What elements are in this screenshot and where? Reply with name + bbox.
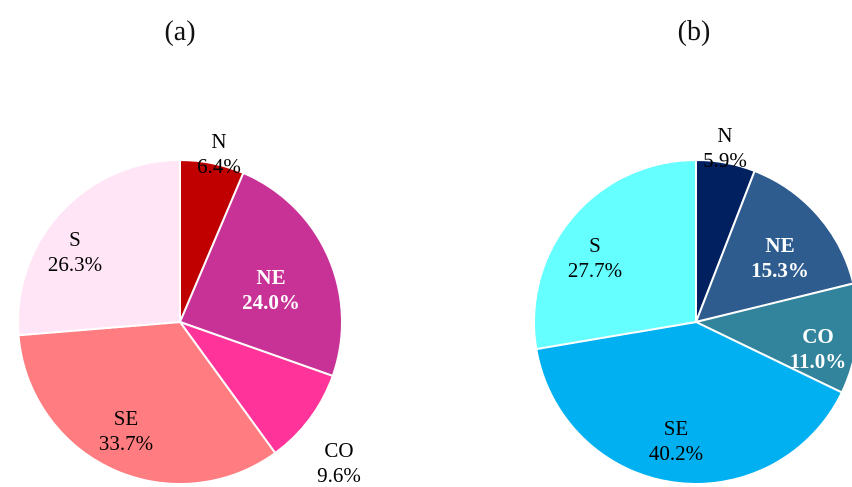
pie-b-label-s-name: S xyxy=(589,233,601,257)
pie-b-label-s: S 27.7% xyxy=(568,233,622,282)
pie-a-label-s-name: S xyxy=(69,227,81,251)
pie-b-label-n-name: N xyxy=(717,123,732,147)
pie-b-slice-ne xyxy=(694,169,852,324)
pie-a-label-ne-value: 24.0% xyxy=(242,290,300,314)
pie-b-slice-se xyxy=(535,320,844,485)
pie-b-slice-s xyxy=(533,158,697,351)
pie-a-label-n: N 6.4% xyxy=(197,129,241,178)
panel-label-a: (a) xyxy=(164,16,195,47)
pie-a-slice-co xyxy=(177,319,335,455)
pie-b-label-co-name: CO xyxy=(802,324,834,348)
pie-a-slice-ne xyxy=(178,171,343,378)
pie-b-labels: N 5.9% NE 15.3% CO 11.0% SE 40.2% S 27.7% xyxy=(568,123,846,465)
pie-a-label-se-value: 33.7% xyxy=(99,431,153,455)
pie-b-label-co: CO 11.0% xyxy=(790,324,847,373)
pie-a-label-se-name: SE xyxy=(114,406,139,430)
pie-a-label-co-name: CO xyxy=(324,438,353,462)
pie-b-label-co-value: 11.0% xyxy=(790,349,847,373)
pie-a-label-n-value: 6.4% xyxy=(197,154,241,178)
panel-label-b: (b) xyxy=(678,16,711,47)
pie-a-label-co: CO 9.6% xyxy=(317,438,361,487)
pie-b-label-ne: NE 15.3% xyxy=(751,233,809,282)
pie-a-label-n-name: N xyxy=(211,129,226,153)
pie-a-label-s: S 26.3% xyxy=(48,227,102,276)
pie-b-label-n-value: 5.9% xyxy=(703,148,747,172)
pie-b-label-n: N 5.9% xyxy=(703,123,747,172)
pie-b-label-se-value: 40.2% xyxy=(649,441,703,465)
pie-a-label-se: SE 33.7% xyxy=(99,406,153,455)
pie-chart-a xyxy=(17,158,343,485)
pie-a-slice-s xyxy=(17,158,181,337)
pie-b-label-se: SE 40.2% xyxy=(649,416,703,465)
pie-a-slice-se xyxy=(17,320,277,485)
pie-chart-b xyxy=(533,158,852,485)
pie-b-label-se-name: SE xyxy=(664,416,689,440)
pie-a-label-s-value: 26.3% xyxy=(48,252,102,276)
pie-b-label-ne-name: NE xyxy=(765,233,794,257)
pie-b-label-s-value: 27.7% xyxy=(568,258,622,282)
pie-a-label-ne: NE 24.0% xyxy=(242,265,300,314)
pie-a-label-ne-name: NE xyxy=(256,265,285,289)
pie-b-slice-co xyxy=(693,282,852,394)
pie-b-label-ne-value: 15.3% xyxy=(751,258,809,282)
pie-a-labels: N 6.4% NE 24.0% CO 9.6% SE 33.7% S 26.3% xyxy=(48,129,361,487)
pie-a-label-co-value: 9.6% xyxy=(317,463,361,487)
